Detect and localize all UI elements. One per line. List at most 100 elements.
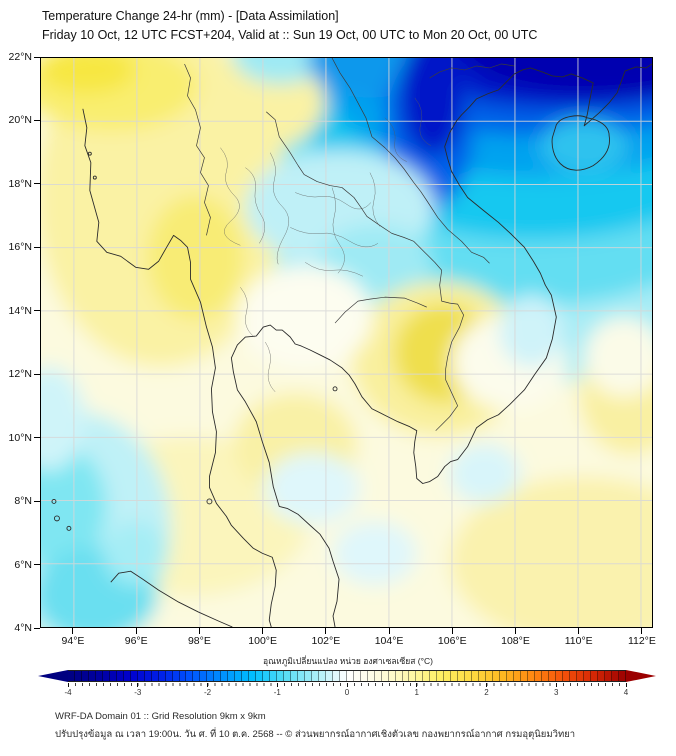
colorbar-segment [430,671,438,681]
x-axis-tick-label: 98°E [187,635,211,647]
y-axis-tick-label: 12°N [8,368,32,381]
colorbar-segment [242,671,250,681]
colorbar-segment [256,671,264,681]
y-axis-tick [34,627,40,629]
colorbar-segment [367,671,375,681]
colorbar-segment [520,671,528,681]
field-blob [103,521,168,586]
x-axis-tick [135,628,137,634]
colorbar-segment [360,671,368,681]
y-axis-tick [34,437,40,439]
colorbar-segment [618,671,626,681]
colorbar-segment [284,671,291,681]
colorbar-tick-label: 4 [623,688,629,697]
colorbar-segment [590,671,598,681]
footer-domain-info: WRF-DA Domain 01 :: Grid Resolution 9km … [55,711,266,722]
colorbar-segment [548,671,556,681]
colorbar-segment [311,671,319,681]
page-title: Temperature Change 24-hr (mm) - [Data As… [42,9,339,23]
colorbar-segment [249,671,257,681]
footer-update-info: ปรับปรุงข้อมูล ณ เวลา 19:00น. วัน ศ. ที่… [55,729,576,740]
y-axis-tick-label: 16°N [8,241,32,254]
x-axis-tick-label: 94°E [61,635,85,647]
colorbar-segment [304,671,312,681]
colorbar-segment [193,671,201,681]
colorbar-major-tick [625,683,627,687]
x-axis-tick-label: 102°E [311,635,341,647]
colorbar-segment [507,671,514,681]
colorbar-segment [555,671,563,681]
colorbar-segment [102,671,110,681]
colorbar-tick-label: 2 [484,688,489,697]
colorbar-tick-label: -4 [64,688,72,697]
colorbar-major-tick [555,683,557,687]
colorbar-segment [88,671,96,681]
colorbar-segment [388,671,396,681]
x-axis-tick [451,628,453,634]
colorbar-segment [151,671,159,681]
island-myanmar-2 [92,175,97,180]
x-axis-tick-label: 104°E [374,635,404,647]
x-axis-tick [72,628,74,634]
colorbar-segment [479,671,487,681]
y-axis-tick-label: 22°N [8,51,32,63]
island-andaman-2 [54,515,60,522]
colorbar-segment [353,671,361,681]
colorbar [38,670,656,682]
colorbar-segment [500,671,508,681]
colorbar-segment [597,671,605,681]
colorbar-segment [95,671,103,681]
page-subtitle: Friday 10 Oct, 12 UTC FCST+204, Valid at… [42,28,538,42]
y-axis-tick [34,310,40,312]
colorbar-segment [263,671,271,681]
colorbar-major-tick [416,683,418,687]
x-axis-tick-label: 106°E [437,635,467,647]
colorbar-segment [207,671,215,681]
field-blob [540,118,629,173]
colorbar-major-tick [207,683,208,687]
y-axis-tick [34,56,40,58]
province-boundaries [220,97,431,392]
colorbar-segment [214,671,222,681]
x-axis-tick [578,628,580,634]
island-andaman-1 [51,498,57,504]
colorbar-segment [200,671,208,681]
title-block: Temperature Change 24-hr (mm) - [Data As… [42,7,537,45]
colorbar-segment [472,671,480,681]
colorbar-segment [228,671,236,681]
colorbar-segment [514,671,521,681]
colorbar-segment [527,671,535,681]
colorbar-segment [486,671,494,681]
colorbar-right-arrow [626,670,656,682]
colorbar-segment [409,671,417,681]
coast-hainan-island [551,115,610,171]
colorbar-segment [458,671,466,681]
colorbar-segment [402,671,410,681]
border-myanmar-thailand [184,63,211,236]
colorbar-segment [604,671,612,681]
x-axis-tick-label: 100°E [248,635,277,647]
colorbar-left-arrow [38,670,68,682]
colorbar-segment [297,671,305,681]
colorbar-major-tick [346,683,348,687]
colorbar-major-tick [67,683,69,687]
x-axis-tick [388,628,390,634]
colorbar-segment [437,671,445,681]
colorbar-segment [109,671,117,681]
field-blob [400,58,465,156]
colorbar-major-tick [276,683,278,687]
colorbar-segment [576,671,584,681]
colorbar-segment [172,671,180,681]
colorbar-tick-label: -3 [134,688,142,697]
colorbar-segment [465,671,473,681]
field-blob [237,265,373,369]
x-axis-tick-label: 112°E [627,635,656,647]
colorbar-segment [423,671,431,681]
graticule-grid [41,58,652,627]
colorbar-segment [346,671,354,681]
colorbar-segment [186,671,194,681]
island-myanmar-1 [87,151,92,156]
colorbar-segment [235,671,243,681]
colorbar-major-tick [486,683,487,687]
